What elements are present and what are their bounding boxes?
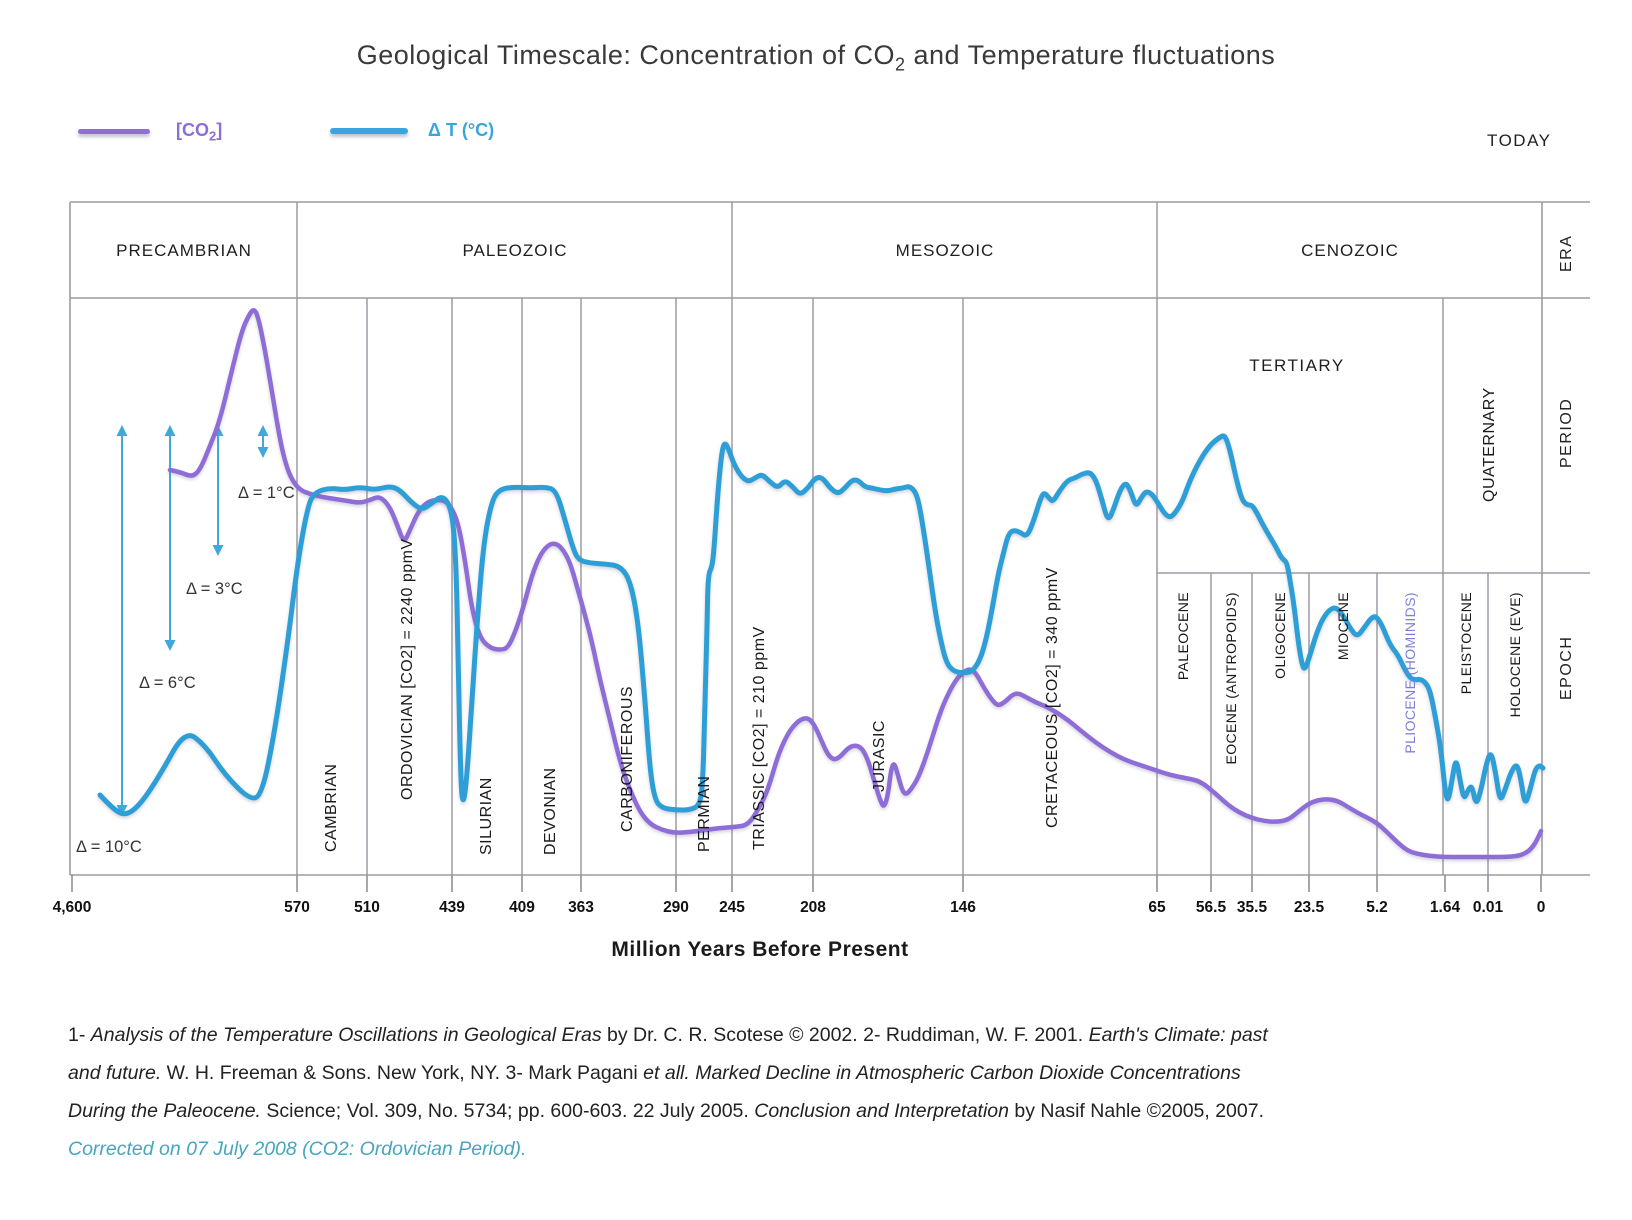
period-label-tertiary: TERTIARY (1249, 356, 1345, 375)
era-label-precambrian: PRECAMBRIAN (116, 241, 252, 260)
delta-label-3c: Δ = 3°C (186, 580, 243, 598)
axis-tick-label-1.64: 1.64 (1429, 899, 1461, 916)
today-label: TODAY (1487, 131, 1552, 150)
axis-tick-label-23.5: 23.5 (1293, 899, 1325, 916)
axis-tick-label-4,600: 4,600 (52, 899, 92, 916)
side-label-period: PERIOD (1558, 397, 1575, 468)
legend-temp-swatch (330, 128, 408, 134)
footer-line-1: 1- Analysis of the Temperature Oscillati… (68, 1024, 1268, 1046)
axis-tick-label-35.5: 35.5 (1236, 899, 1268, 916)
period-label-carboniferous: CARBONIFEROUS (619, 685, 636, 832)
axis-tick-label-363: 363 (568, 899, 594, 916)
axis-tick-label-56.5: 56.5 (1195, 899, 1227, 916)
delta-arrowhead-up-1c (257, 425, 269, 436)
delta-label-6c: Δ = 6°C (139, 674, 196, 692)
side-label-epoch: EPOCH (1558, 635, 1575, 700)
delta-arrowhead-down-10c (116, 805, 128, 816)
epoch-label-paleocene: PALEOCENE (1175, 592, 1191, 681)
footer-line-3: During the Paleocene. Science; Vol. 309,… (68, 1100, 1265, 1122)
axis-tick-label-290: 290 (663, 899, 689, 916)
footer-line-2: and future. W. H. Freeman & Sons. New Yo… (68, 1062, 1241, 1084)
side-label-era: ERA (1558, 234, 1575, 272)
delta-label-10c: Δ = 10°C (76, 838, 142, 856)
delta-arrowhead-down-3c (212, 545, 224, 556)
period-label-quaternary: QUATERNARY (1481, 387, 1498, 502)
axis-tick-label-65: 65 (1148, 899, 1166, 916)
delta-label-1c: Δ = 1°C (238, 484, 295, 502)
epoch-label-pleistocene: PLEISTOCENE (1458, 592, 1474, 695)
chart-title: Geological Timescale: Concentration of C… (356, 40, 1276, 75)
axis-tick-label-0: 0 (1536, 899, 1546, 916)
era-label-cenozoic: CENOZOIC (1301, 241, 1399, 260)
period-label-cretaceous: CRETACEOUS [CO2] = 340 ppmV (1044, 567, 1061, 828)
era-label-paleozoic: PALEOZOIC (462, 241, 568, 260)
axis-tick-label-208: 208 (800, 899, 826, 916)
epoch-label-eocene: EOCENE (ANTROPOIDS) (1223, 592, 1239, 765)
delta-arrowhead-down-1c (257, 447, 269, 458)
axis-tick-label-5.2: 5.2 (1366, 899, 1388, 916)
axis-tick-label-0.01: 0.01 (1472, 899, 1504, 916)
legend-temp-label: Δ T (°C) (428, 120, 495, 140)
legend-co2-swatch (78, 129, 150, 134)
axis-tick-label-245: 245 (719, 899, 745, 916)
axis-tick-label-570: 570 (284, 899, 310, 916)
period-label-cambrian: CAMBRIAN (323, 763, 340, 852)
period-label-ordovician: ORDOVICIAN [CO2] = 2240 ppmV (399, 538, 416, 800)
period-label-jurasic: JURASIC (871, 720, 888, 792)
axis-tick-label-146: 146 (950, 899, 976, 916)
axis-tick-label-439: 439 (439, 899, 465, 916)
epoch-label-pliocene: PLIOCENE (HOMINIDS) (1402, 592, 1418, 754)
axis-title: Million Years Before Present (611, 938, 909, 961)
epoch-label-miocene: MIOCENE (1335, 592, 1351, 661)
co2-curve (167, 308, 1544, 860)
axis-tick-label-409: 409 (509, 899, 535, 916)
period-label-triassic: TRIASSIC [CO2] = 210 ppmV (751, 626, 768, 850)
epoch-label-oligocene: OLIGOCENE (1272, 592, 1288, 679)
axis-tick-label-510: 510 (354, 899, 380, 916)
footer-line-4: Corrected on 07 July 2008 (CO2: Ordovici… (68, 1138, 527, 1160)
legend-co2-label: [CO2] (176, 120, 223, 144)
era-label-mesozoic: MESOZOIC (895, 241, 995, 260)
delta-arrowhead-down-6c (164, 640, 176, 651)
delta-arrowhead-up-6c (164, 425, 176, 436)
temperature-curve (97, 433, 1546, 817)
period-label-permian: PERMIAN (696, 775, 713, 852)
footer-citation: 1- Analysis of the Temperature Oscillati… (68, 1016, 1568, 1168)
period-label-silurian: SILURIAN (478, 777, 495, 855)
epoch-label-holocene: HOLOCENE (EVE) (1507, 592, 1523, 718)
period-label-devonian: DEVONIAN (542, 767, 559, 855)
delta-arrowhead-up-10c (116, 425, 128, 436)
